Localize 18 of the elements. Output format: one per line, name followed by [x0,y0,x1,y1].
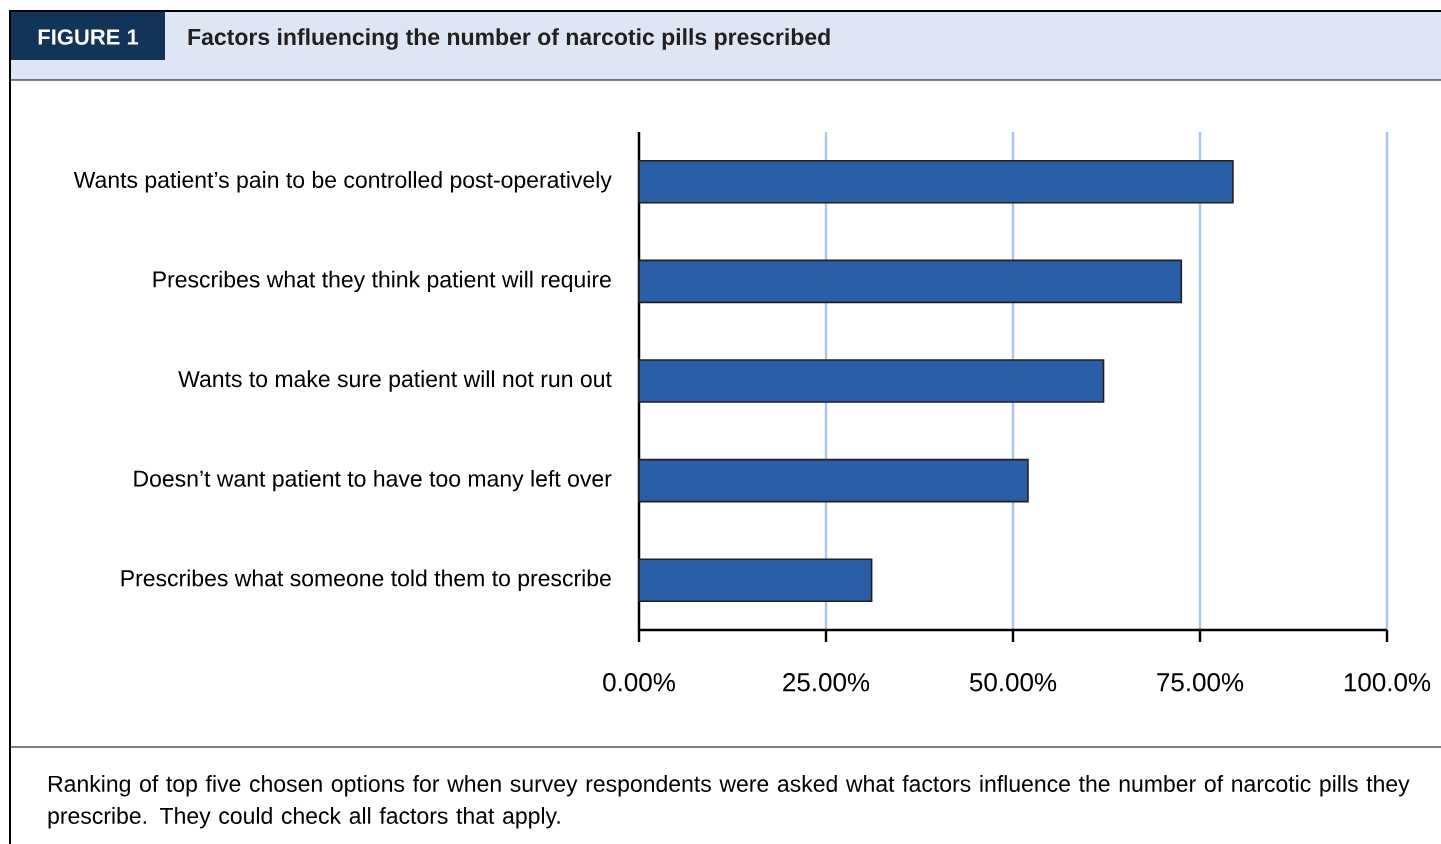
x-tick-label: 75.00% [1157,673,1244,692]
y-tick-label: Doesn’t want patient to have too many left over [134,469,612,492]
chart-title: Factors influencing the number of narcotic pills prescribed [188,28,830,50]
text: Ranking of top five chosen options for when survey respondents were asked what factors influence the number of narcotic pills they prescribe. They could check all factors that apply. [48,775,1410,829]
y-tick-label: Prescribes what someone told them to prescribe [121,569,611,591]
caption: FIGURE 1 [38,29,139,45]
bar [638,160,1234,204]
bar [638,458,1029,503]
x-tick-label: 0.00% [603,673,675,692]
bar [638,359,1105,403]
x-tick-label: 50.00% [969,673,1057,692]
x-tick-label: 100.0% [1344,673,1431,692]
y-tick-label: Wants patient’s pain to be controlled post-operatively [73,171,612,193]
bar [638,558,873,602]
x-tick-label: 25.00% [783,673,870,692]
bar [638,259,1183,304]
y-tick-label: Prescribes what they think patient will require [153,270,611,293]
y-tick-label: Wants to make sure patient will not run out [178,370,612,392]
